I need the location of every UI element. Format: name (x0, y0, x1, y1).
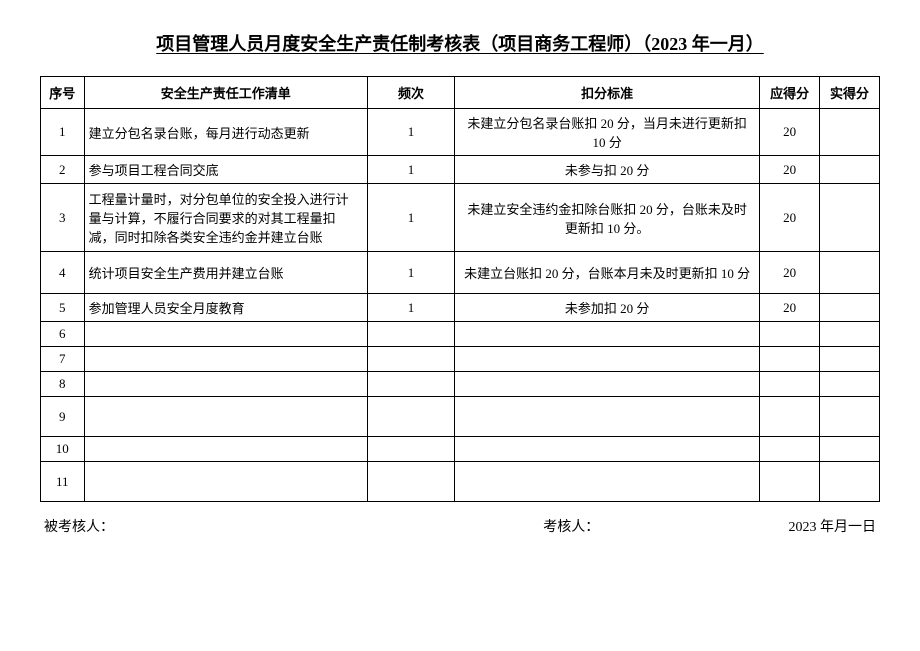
header-deduct: 扣分标准 (455, 77, 760, 109)
cell-task: 参加管理人员安全月度教育 (84, 294, 367, 322)
table-row: 1 建立分包名录台账，每月进行动态更新 1 未建立分包名录台账扣 20 分，当月… (41, 109, 880, 156)
cell-deduct (455, 437, 760, 462)
cell-deduct (455, 347, 760, 372)
cell-seq: 5 (41, 294, 85, 322)
cell-actual (820, 397, 880, 437)
header-should: 应得分 (760, 77, 820, 109)
cell-freq (367, 372, 454, 397)
table-row: 7 (41, 347, 880, 372)
header-seq: 序号 (41, 77, 85, 109)
cell-deduct: 未建立台账扣 20 分，台账本月未及时更新扣 10 分 (455, 252, 760, 294)
cell-deduct: 未建立分包名录台账扣 20 分，当月未进行更新扣 10 分 (455, 109, 760, 156)
cell-freq (367, 397, 454, 437)
cell-freq: 1 (367, 294, 454, 322)
cell-should: 20 (760, 184, 820, 252)
cell-freq (367, 462, 454, 502)
cell-should (760, 462, 820, 502)
cell-actual (820, 347, 880, 372)
cell-seq: 6 (41, 322, 85, 347)
assessment-table: 序号 安全生产责任工作清单 频次 扣分标准 应得分 实得分 1 建立分包名录台账… (40, 76, 880, 502)
table-row: 5 参加管理人员安全月度教育 1 未参加扣 20 分 20 (41, 294, 880, 322)
table-row: 6 (41, 322, 880, 347)
cell-actual (820, 372, 880, 397)
cell-seq: 10 (41, 437, 85, 462)
cell-should (760, 372, 820, 397)
cell-seq: 11 (41, 462, 85, 502)
cell-task (84, 397, 367, 437)
cell-actual (820, 462, 880, 502)
cell-freq (367, 322, 454, 347)
header-actual: 实得分 (820, 77, 880, 109)
table-header-row: 序号 安全生产责任工作清单 频次 扣分标准 应得分 实得分 (41, 77, 880, 109)
cell-deduct: 未参加扣 20 分 (455, 294, 760, 322)
cell-task (84, 322, 367, 347)
table-row: 4 统计项目安全生产费用并建立台账 1 未建立台账扣 20 分，台账本月未及时更… (41, 252, 880, 294)
cell-task (84, 347, 367, 372)
cell-actual (820, 294, 880, 322)
cell-freq: 1 (367, 156, 454, 184)
cell-deduct (455, 372, 760, 397)
cell-should: 20 (760, 156, 820, 184)
cell-actual (820, 437, 880, 462)
table-row: 11 (41, 462, 880, 502)
assessor-label: 考核人： (543, 516, 599, 536)
cell-should (760, 437, 820, 462)
cell-should: 20 (760, 252, 820, 294)
cell-deduct (455, 462, 760, 502)
table-row: 8 (41, 372, 880, 397)
cell-freq: 1 (367, 252, 454, 294)
cell-seq: 8 (41, 372, 85, 397)
cell-actual (820, 184, 880, 252)
cell-deduct: 未建立安全违约金扣除台账扣 20 分，台账未及时更新扣 10 分。 (455, 184, 760, 252)
table-row: 9 (41, 397, 880, 437)
cell-task: 建立分包名录台账，每月进行动态更新 (84, 109, 367, 156)
cell-should (760, 397, 820, 437)
cell-freq (367, 347, 454, 372)
cell-actual (820, 322, 880, 347)
cell-task (84, 372, 367, 397)
cell-seq: 7 (41, 347, 85, 372)
cell-freq (367, 437, 454, 462)
assessee-label: 被考核人： (44, 516, 114, 536)
cell-seq: 1 (41, 109, 85, 156)
cell-seq: 2 (41, 156, 85, 184)
cell-task: 参与项目工程合同交底 (84, 156, 367, 184)
cell-seq: 3 (41, 184, 85, 252)
cell-seq: 9 (41, 397, 85, 437)
cell-actual (820, 156, 880, 184)
cell-task (84, 462, 367, 502)
table-row: 10 (41, 437, 880, 462)
cell-seq: 4 (41, 252, 85, 294)
table-row: 3 工程量计量时，对分包单位的安全投入进行计量与计算，不履行合同要求的对其工程量… (41, 184, 880, 252)
cell-freq: 1 (367, 184, 454, 252)
cell-should: 20 (760, 109, 820, 156)
cell-freq: 1 (367, 109, 454, 156)
cell-task: 工程量计量时，对分包单位的安全投入进行计量与计算，不履行合同要求的对其工程量扣减… (84, 184, 367, 252)
cell-deduct: 未参与扣 20 分 (455, 156, 760, 184)
cell-deduct (455, 397, 760, 437)
cell-should (760, 322, 820, 347)
header-task: 安全生产责任工作清单 (84, 77, 367, 109)
footer-row: 被考核人： 考核人： 2023 年月一日 (40, 516, 880, 536)
page-title: 项目管理人员月度安全生产责任制考核表（项目商务工程师）（2023 年一月） (40, 30, 880, 56)
cell-actual (820, 252, 880, 294)
cell-deduct (455, 322, 760, 347)
cell-task: 统计项目安全生产费用并建立台账 (84, 252, 367, 294)
cell-actual (820, 109, 880, 156)
table-row: 2 参与项目工程合同交底 1 未参与扣 20 分 20 (41, 156, 880, 184)
cell-should: 20 (760, 294, 820, 322)
cell-task (84, 437, 367, 462)
cell-should (760, 347, 820, 372)
header-freq: 频次 (367, 77, 454, 109)
table-body: 1 建立分包名录台账，每月进行动态更新 1 未建立分包名录台账扣 20 分，当月… (41, 109, 880, 502)
date-label: 2023 年月一日 (789, 516, 877, 536)
